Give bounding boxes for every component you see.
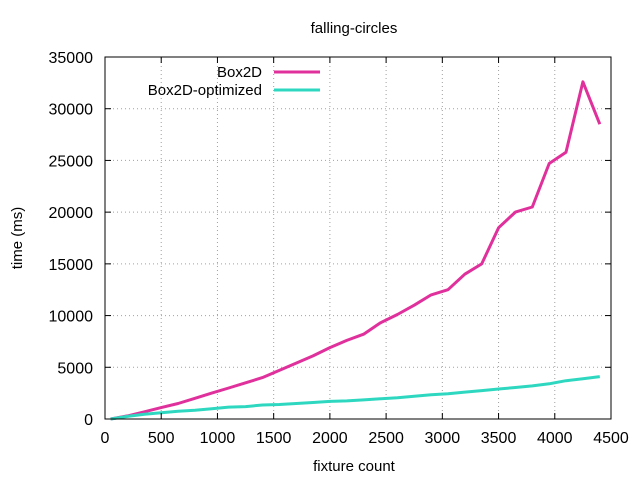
tick-labels: 0 500 1000 1500 2000 2500 3000 3500 4000 4500 0 500…	[49, 50, 629, 447]
grid-lines	[105, 57, 611, 419]
chart-title: falling-circles	[311, 20, 398, 37]
legend-label: Box2D	[217, 64, 262, 81]
y-tick-label: 30000	[49, 102, 94, 119]
x-tick-label: 4000	[537, 430, 573, 447]
series-lines	[110, 80, 602, 421]
x-tick-label: 4500	[593, 430, 629, 447]
x-tick-label: 1500	[256, 430, 292, 447]
x-axis-label: fixture count	[313, 458, 396, 475]
y-tick-label: 35000	[49, 50, 94, 67]
y-tick-label: 10000	[49, 309, 94, 326]
series-line-2	[110, 375, 600, 421]
x-tick-label: 2000	[312, 430, 348, 447]
y-tick-label: 20000	[49, 205, 94, 222]
series-line-1	[110, 80, 602, 421]
x-tick-label: 1000	[200, 430, 236, 447]
x-tick-label: 3000	[425, 430, 461, 447]
x-tick-label: 500	[148, 430, 175, 447]
y-tick-label: 25000	[49, 153, 94, 170]
y-tick-label: 5000	[57, 360, 93, 377]
y-tick-label: 15000	[49, 257, 94, 274]
x-tick-label: 3500	[481, 430, 517, 447]
y-tick-label: 0	[84, 412, 93, 429]
plot-frame	[104, 56, 612, 420]
x-tick-label: 0	[101, 430, 110, 447]
y-axis-label: time (ms)	[9, 207, 26, 270]
legend-label: Box2D-optimized	[148, 82, 262, 99]
x-tick-label: 2500	[368, 430, 404, 447]
axis-ticks	[104, 56, 612, 420]
